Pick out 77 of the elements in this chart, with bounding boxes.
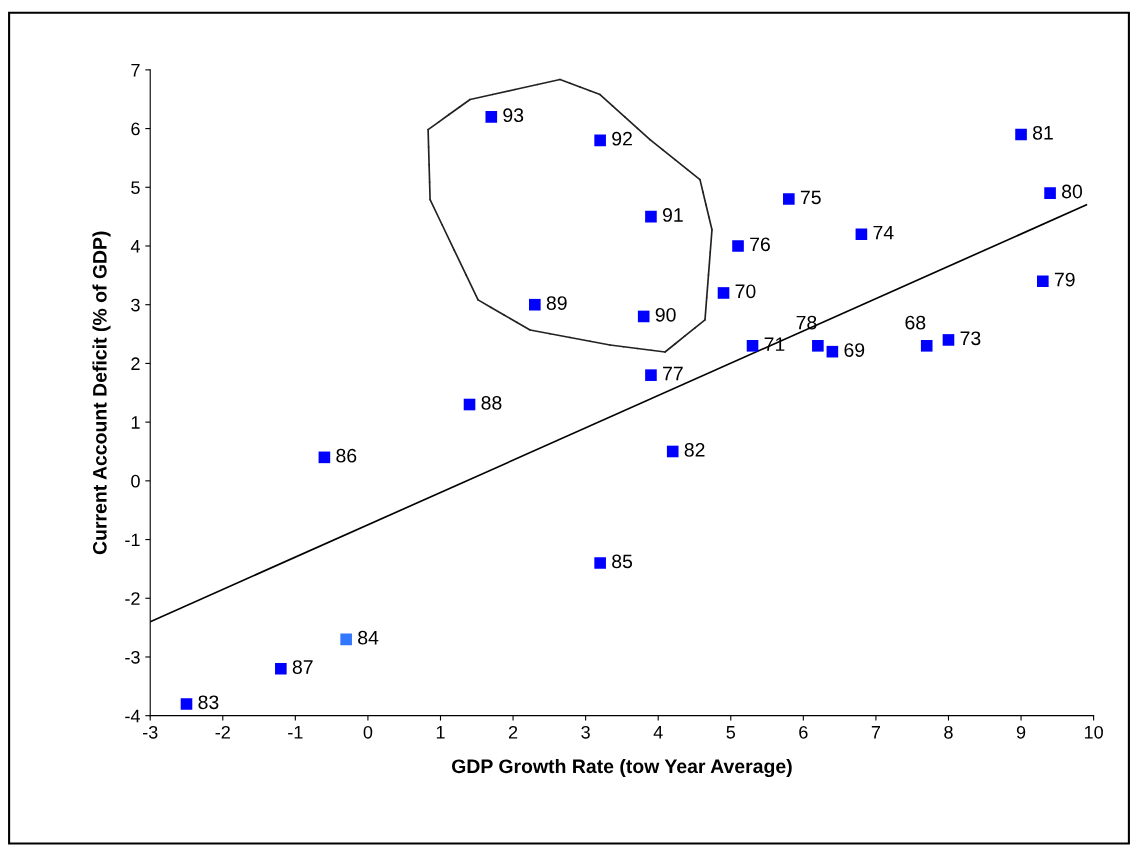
annotation: 75 (800, 190, 821, 205)
x-tick-label: 3 (581, 725, 590, 739)
point (826, 345, 839, 358)
annotation: 80 (1062, 184, 1083, 199)
x-tick-label: 6 (799, 725, 808, 739)
x-tick-label: 8 (944, 725, 953, 739)
x-tick-label: 1 (436, 726, 445, 739)
x-tick-label: -2 (215, 725, 230, 739)
point (637, 310, 650, 323)
annotation: 92 (612, 131, 632, 146)
point (529, 298, 541, 311)
annotation: 79 (1054, 272, 1075, 287)
annotation: 84 (358, 630, 379, 645)
point (275, 662, 287, 675)
y-tick-label: -3 (125, 650, 140, 664)
x-tick-label: 9 (1016, 725, 1026, 739)
x-tick-label: 0 (363, 725, 373, 739)
annotation: 74 (873, 225, 894, 240)
y-tick-label: 7 (131, 63, 140, 77)
annotation: 87 (292, 660, 313, 674)
point (942, 334, 955, 346)
point (594, 134, 606, 147)
annotation: 89 (546, 296, 567, 310)
y-tick-label: 3 (131, 298, 140, 312)
annotation: 85 (612, 554, 633, 569)
x-tick-label: 5 (726, 726, 736, 739)
point (463, 398, 476, 411)
point (1044, 187, 1056, 199)
annotation: 78 (796, 315, 817, 330)
point (666, 445, 679, 458)
point (180, 698, 193, 710)
point (645, 210, 657, 223)
y-tick-label: 6 (131, 122, 140, 136)
point (732, 240, 744, 252)
annotation: 81 (1033, 125, 1053, 140)
x-tick-label: -3 (142, 725, 158, 739)
annotation: 83 (198, 695, 219, 710)
y-tick-label: 4 (130, 240, 140, 253)
annotation: 73 (960, 331, 981, 346)
point (855, 228, 868, 241)
point (812, 339, 824, 352)
y-tick-label: 0 (131, 474, 140, 488)
annotation: 68 (905, 315, 926, 330)
point (318, 451, 331, 464)
y-tick-label: 2 (131, 357, 140, 370)
annotation: 86 (336, 448, 357, 463)
annotation: 69 (844, 343, 865, 357)
y-tick-label: 5 (131, 181, 140, 195)
point (645, 369, 657, 381)
annotation: 91 (662, 208, 683, 222)
annotation: 90 (655, 307, 676, 322)
annotation: 93 (503, 108, 524, 123)
y-tick-label: -2 (125, 592, 140, 605)
point (340, 633, 352, 646)
annotation: 76 (750, 237, 770, 252)
x-tick-label: 7 (871, 726, 881, 739)
y-axis-title: Current Account Deficit (% of GDP) (92, 231, 111, 555)
point (485, 111, 498, 123)
x-tick-label: 10 (1084, 725, 1103, 739)
annotation: 70 (735, 284, 756, 299)
x-axis-title: GDP Growth Rate (tow Year Average) (451, 758, 792, 778)
annotation: 88 (481, 395, 502, 410)
annotation: 77 (663, 366, 683, 381)
point (746, 339, 759, 352)
point (594, 557, 606, 569)
point (783, 193, 795, 205)
point (1037, 275, 1049, 288)
x-tick-label: -1 (288, 726, 303, 739)
point (1015, 128, 1027, 141)
y-tick-label: 1 (131, 416, 140, 429)
x-tick-label: 4 (653, 726, 663, 739)
y-tick-label: -4 (125, 709, 140, 723)
y-tick-label: -1 (125, 533, 140, 547)
annotation: 82 (684, 442, 705, 457)
point (920, 339, 933, 352)
point (717, 287, 730, 299)
x-tick-label: 2 (508, 725, 518, 739)
